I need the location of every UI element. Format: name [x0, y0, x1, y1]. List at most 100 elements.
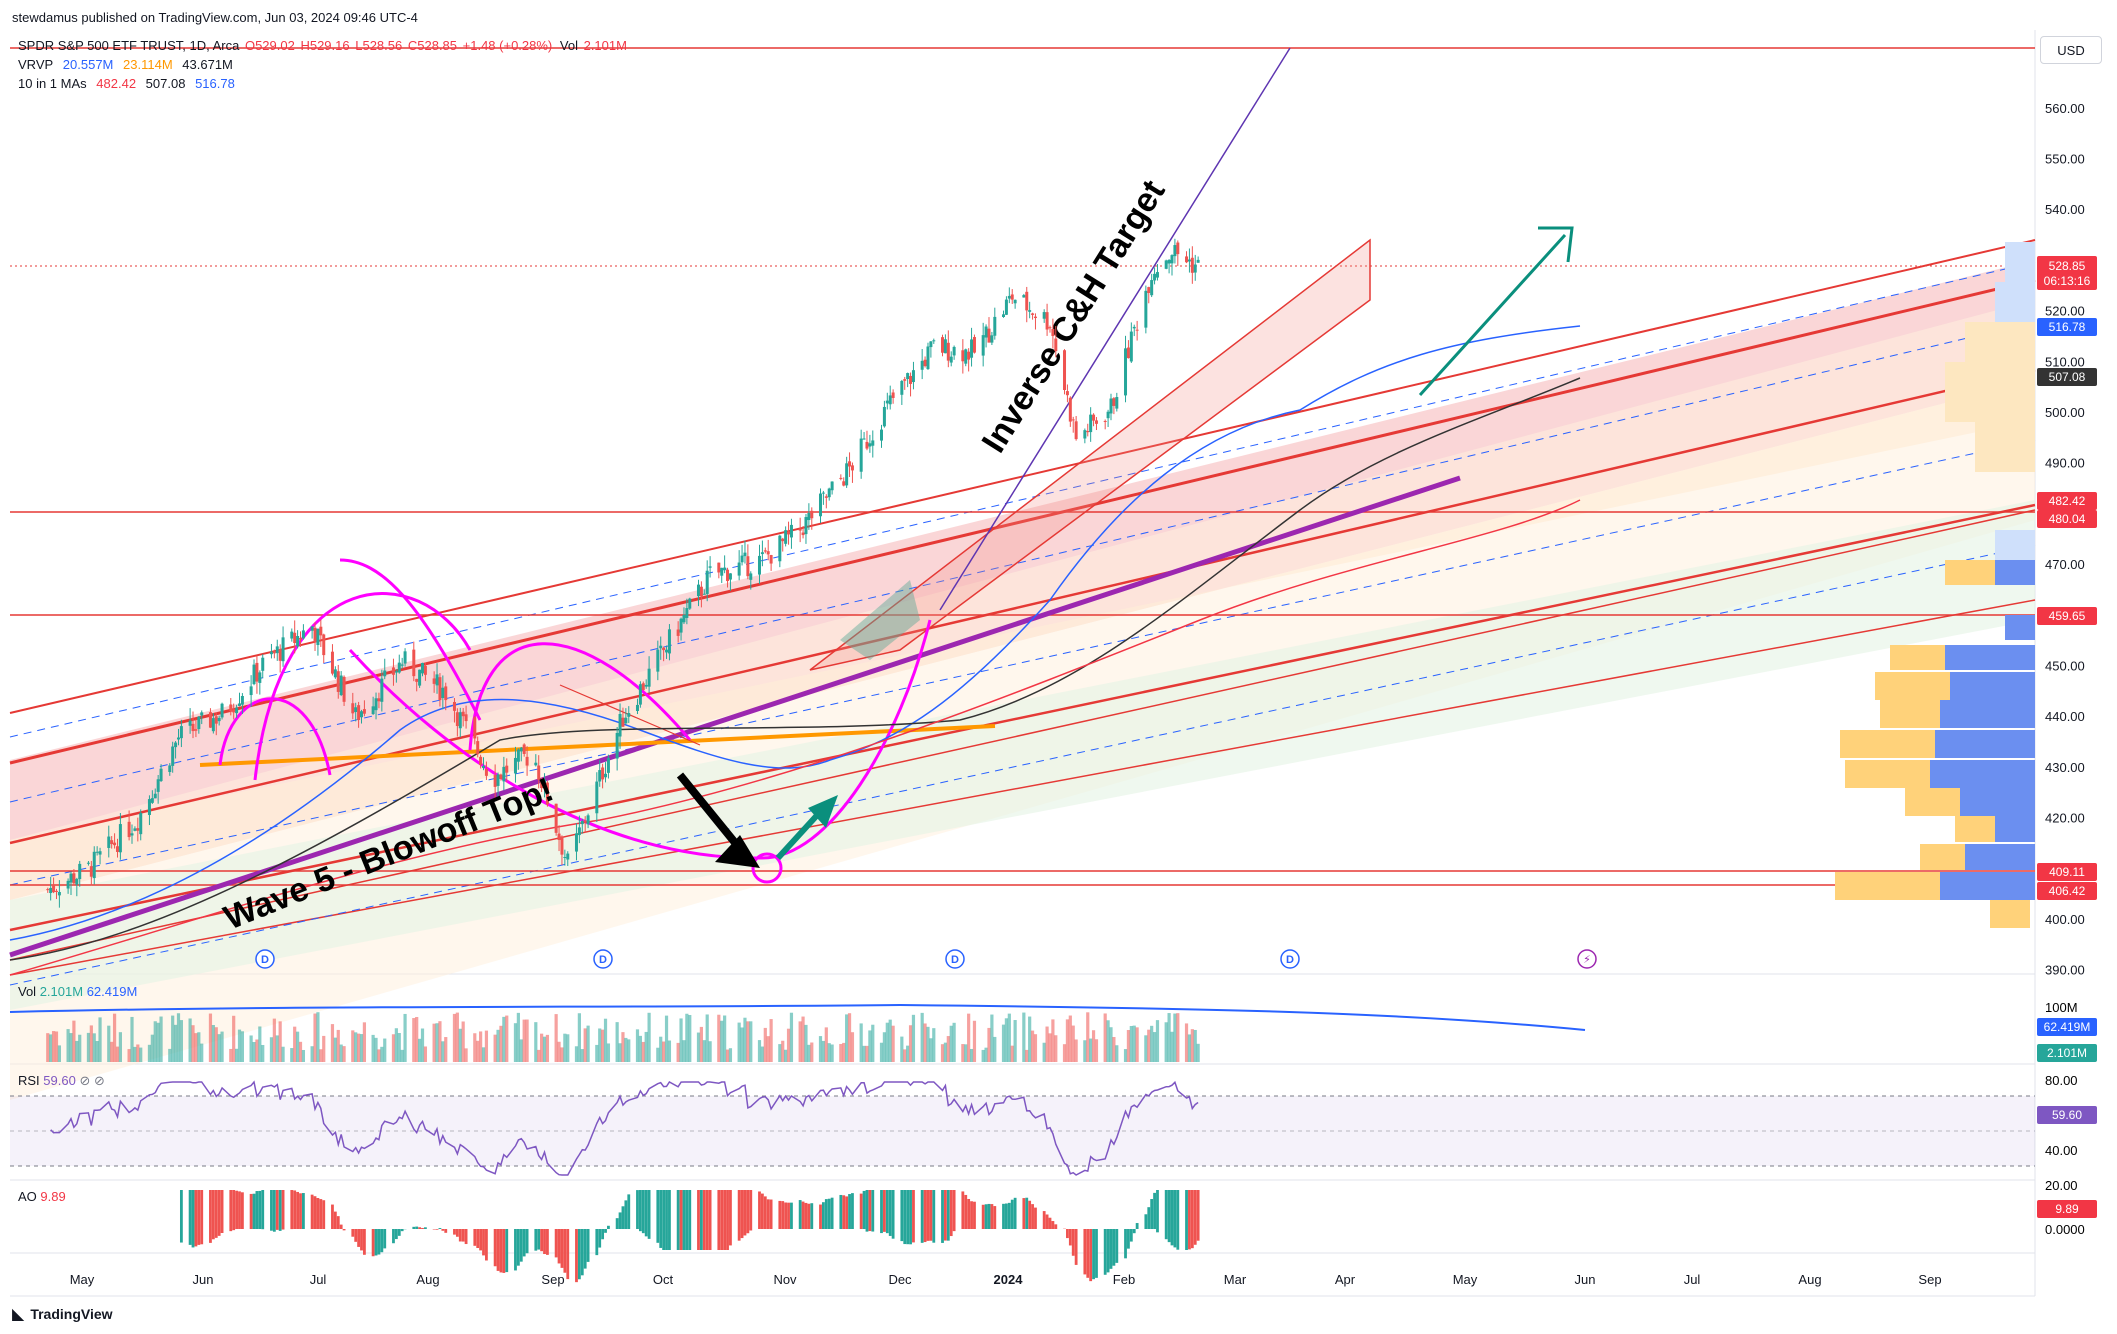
candle-body — [801, 532, 805, 536]
ao-bar — [1025, 1197, 1029, 1229]
price-tick: 390.00 — [2045, 963, 2085, 978]
ao-legend[interactable]: AO 9.89 — [18, 1189, 66, 1204]
lightning-icon[interactable]: ⚡ — [1577, 949, 1597, 969]
volume-bar — [502, 1016, 506, 1062]
volume-bar — [159, 1016, 163, 1062]
moving-averages — [9, 325, 1581, 976]
volume-bar — [1184, 1023, 1189, 1062]
ao-bar — [220, 1190, 224, 1233]
dividend-marker[interactable]: D — [945, 949, 965, 969]
ao-bar — [296, 1191, 299, 1229]
ao-bar — [357, 1229, 360, 1247]
volume-bar — [760, 1046, 764, 1062]
purple-trendline — [9, 475, 1461, 958]
volume-bar — [1144, 1035, 1148, 1062]
volume-bar — [705, 1014, 709, 1062]
volume-bar — [397, 1032, 401, 1062]
channel-midlines — [9, 261, 2036, 986]
volume-bar — [147, 1044, 152, 1062]
volume-bar — [394, 1028, 398, 1062]
volume-bar — [435, 1023, 439, 1062]
ao-bar — [961, 1191, 965, 1229]
volume-bar — [476, 1040, 480, 1062]
volume-bar — [354, 1032, 358, 1062]
candle-body — [1144, 290, 1148, 328]
candle-body — [214, 716, 218, 724]
volume-bar — [66, 1029, 70, 1062]
candle-body — [1071, 419, 1075, 421]
tradingview-logo[interactable]: ◣ TradingView — [12, 1304, 113, 1324]
candle-body — [1002, 314, 1006, 317]
volume-bar — [1086, 1012, 1090, 1062]
symbol-legend[interactable]: SPDR S&P 500 ETF TRUST, 1D, Arca O529.02… — [18, 38, 633, 53]
candle-body — [525, 756, 529, 766]
volume-bar — [757, 1040, 762, 1062]
ao-bar — [1147, 1207, 1151, 1229]
candle-body — [357, 705, 361, 721]
ao-bar — [519, 1229, 523, 1262]
volume-bar — [563, 1033, 567, 1062]
volume-bar — [464, 1048, 468, 1062]
dividend-marker[interactable]: D — [1280, 949, 1300, 969]
candle-body — [644, 684, 648, 687]
candle-body — [464, 714, 468, 722]
time-tick: 2024 — [994, 1272, 1024, 1287]
candle-body — [394, 671, 398, 673]
candle-body — [723, 567, 727, 571]
candle-body — [313, 627, 317, 643]
volume-bar — [72, 1020, 76, 1062]
currency-button[interactable]: USD — [2040, 36, 2102, 64]
candle-body — [458, 712, 462, 729]
ao-bar — [990, 1204, 994, 1229]
volume-bar — [1048, 1033, 1052, 1062]
ao-bar — [862, 1190, 866, 1229]
volume-bar — [69, 1033, 73, 1062]
ma-legend[interactable]: 10 in 1 MAs 482.42 507.08 516.78 — [18, 76, 241, 91]
candle-body — [412, 649, 416, 677]
dividend-marker[interactable]: D — [255, 949, 275, 969]
candle-body — [1074, 421, 1078, 440]
volume-bar — [699, 1026, 703, 1062]
volume-bar — [932, 1028, 936, 1062]
rsi-legend[interactable]: RSI 59.60 ⊘ ⊘ — [18, 1073, 105, 1089]
level-409-tag: 409.11 — [2049, 865, 2085, 879]
volume-bar — [545, 1034, 550, 1062]
volume-legend[interactable]: Vol 2.101M 62.419M — [18, 984, 137, 999]
volume-bar — [676, 1042, 680, 1062]
dividend-marker[interactable]: D — [593, 949, 613, 969]
volume-bar — [139, 1047, 143, 1062]
ao-bar — [987, 1203, 991, 1229]
ao-bar — [798, 1200, 802, 1229]
ao-bar — [859, 1193, 863, 1229]
volume-bar — [383, 1038, 387, 1062]
ma-black-tag: 507.08 — [2049, 370, 2086, 384]
candle-body — [98, 851, 102, 855]
ao-bar — [967, 1198, 971, 1229]
rsi-axis-bottom: 40.00 — [2045, 1143, 2078, 1158]
ascending-box — [809, 238, 1371, 671]
candle-body — [1126, 347, 1130, 359]
volume-bar — [357, 1033, 361, 1062]
volume-bar — [943, 1042, 948, 1062]
candle-body — [171, 746, 175, 766]
candle-body — [1033, 316, 1037, 319]
candle-body — [235, 707, 239, 714]
volume-bar — [1013, 1020, 1017, 1062]
vrvp-legend[interactable]: VRVP 20.557M 23.114M 43.671M — [18, 57, 239, 72]
volume-bar — [717, 1014, 721, 1062]
ao-bar — [787, 1202, 790, 1229]
volume-bar — [432, 1023, 436, 1062]
ao-bar — [1002, 1203, 1005, 1229]
ao-bar — [697, 1190, 700, 1250]
ao-bar — [743, 1190, 747, 1236]
ao-bar — [665, 1190, 668, 1250]
candle-body — [676, 629, 680, 636]
ao-bar — [342, 1229, 346, 1231]
ao-bar — [871, 1190, 875, 1232]
ao-bar — [601, 1229, 605, 1240]
candle-body — [400, 664, 404, 666]
volume-bar — [1103, 1013, 1107, 1062]
volume-bar — [879, 1042, 884, 1062]
volume-bar — [1132, 1025, 1136, 1062]
